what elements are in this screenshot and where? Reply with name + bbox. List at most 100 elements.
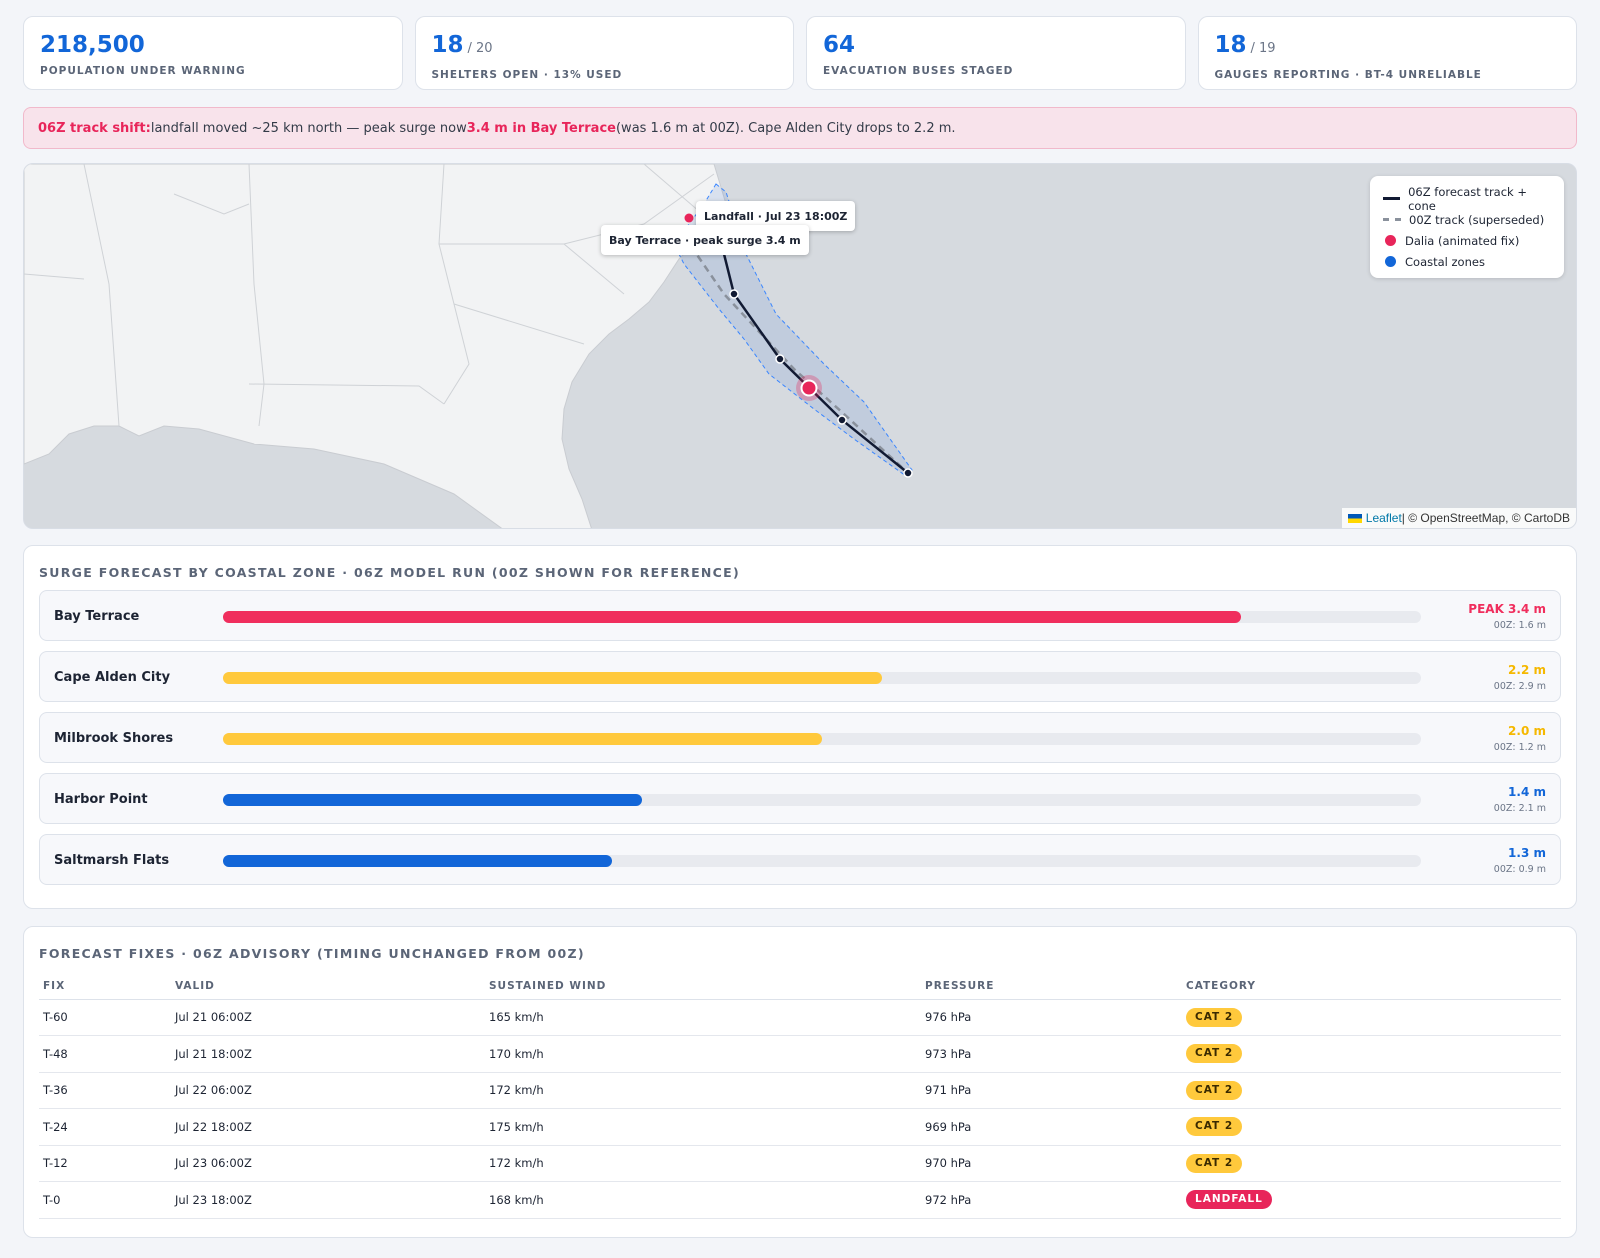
- surge-bar-track: [223, 672, 1421, 684]
- track-fix-points: [729, 289, 913, 478]
- zone-name: Cape Alden City: [54, 670, 171, 685]
- land-mass: [24, 164, 727, 528]
- ukraine-flag-icon: [1347, 513, 1362, 523]
- fixes-table: FIX VALID SUSTAINED WIND PRESSURE CATEGO…: [39, 973, 1561, 1219]
- zone-name: Harbor Point: [54, 792, 148, 807]
- fix-cell: T-60: [39, 999, 171, 1036]
- legend-zones: Coastal zones: [1383, 251, 1551, 272]
- kpi-value: 18/ 19: [1214, 32, 1276, 58]
- fix-cell: T-36: [39, 1072, 171, 1109]
- alert-lead: 06Z track shift:: [38, 120, 151, 136]
- kpi-buses: 64 EVACUATION BUSES STAGED: [806, 16, 1186, 90]
- wind-cell: 170 km/h: [485, 1035, 921, 1073]
- category-badge: LANDFALL: [1186, 1190, 1272, 1210]
- fixes-panel: FORECAST FIXES · 06Z ADVISORY (TIMING UN…: [23, 926, 1577, 1238]
- pressure-cell: 976 hPa: [921, 999, 1182, 1036]
- zone-row: Harbor Point 1.4 m 00Z: 2.1 m: [39, 773, 1561, 824]
- kpi-value: 218,500: [40, 32, 145, 58]
- surge-bar: [223, 611, 1242, 623]
- surge-value: 1.3 m: [1508, 846, 1546, 860]
- category-badge: CAT 2: [1186, 1117, 1243, 1137]
- alert-text: landfall moved ~25 km north — peak surge…: [150, 120, 467, 136]
- kpi-label: GAUGES REPORTING · BT-4 UNRELIABLE: [1214, 69, 1482, 81]
- track-shift-alert: 06Z track shift: landfall moved ~25 km n…: [23, 107, 1577, 149]
- valid-cell: Jul 22 06:00Z: [171, 1072, 485, 1109]
- old-track-00z: [682, 235, 909, 474]
- surge-prev-value: 00Z: 1.2 m: [1493, 742, 1546, 753]
- surge-bar: [223, 855, 613, 867]
- pressure-cell: 969 hPa: [921, 1108, 1182, 1146]
- kpi-shelters: 18/ 20 SHELTERS OPEN · 13% USED: [414, 16, 794, 90]
- wind-cell: 172 km/h: [485, 1145, 921, 1182]
- category-cell: CAT 2: [1182, 1035, 1561, 1073]
- surge-bar: [223, 794, 643, 806]
- legend-swatch: [1383, 197, 1401, 200]
- alert-highlight: 3.4 m in Bay Terrace: [466, 120, 616, 136]
- table-row: T-48 Jul 21 18:00Z 170 km/h 973 hPa CAT 2: [39, 1035, 1561, 1073]
- zone-list: Bay Terrace PEAK 3.4 m 00Z: 1.6 m Cape Alde…: [39, 590, 1561, 885]
- surge-prev-value: 00Z: 2.1 m: [1493, 803, 1546, 814]
- zone-row: Cape Alden City 2.2 m 00Z: 2.9 m: [39, 651, 1561, 702]
- surge-value: 2.0 m: [1508, 724, 1546, 738]
- surge-bar-track: [223, 733, 1421, 745]
- storm-marker[interactable]: [800, 379, 818, 397]
- landfall-tooltip: Landfall · Jul 23 18:00Z: [696, 201, 856, 231]
- attribution-text: | © OpenStreetMap, © CartoDB: [1401, 511, 1570, 525]
- storm-map[interactable]: Landfall · Jul 23 18:00Z Bay Terrace · p…: [23, 163, 1577, 529]
- surge-prev-value: 00Z: 1.6 m: [1493, 620, 1546, 631]
- kpi-label: POPULATION UNDER WARNING: [40, 65, 246, 77]
- kpi-label: SHELTERS OPEN · 13% USED: [431, 69, 623, 81]
- kpi-value: 64: [823, 32, 856, 58]
- table-row: T-12 Jul 23 06:00Z 172 km/h 970 hPa CAT 2: [39, 1145, 1561, 1182]
- fix-cell: T-0: [39, 1181, 171, 1219]
- kpi-row: 218,500 POPULATION UNDER WARNING 18/ 20 …: [23, 16, 1577, 90]
- category-cell: CAT 2: [1182, 999, 1561, 1036]
- alert-text-2: (was 1.6 m at 00Z). Cape Alden City drop…: [615, 120, 956, 136]
- leaflet-link[interactable]: Leaflet: [1365, 511, 1402, 525]
- legend-storm: Dalia (animated fix): [1383, 230, 1551, 251]
- fix-cell: T-48: [39, 1035, 171, 1073]
- table-row: T-24 Jul 22 18:00Z 175 km/h 969 hPa CAT 2: [39, 1108, 1561, 1146]
- surge-bar: [223, 672, 882, 684]
- fixes-title: FORECAST FIXES · 06Z ADVISORY (TIMING UN…: [39, 946, 585, 961]
- zone-tooltip: Bay Terrace · peak surge 3.4 m: [601, 225, 809, 255]
- map-legend: 06Z forecast track + cone 00Z track (sup…: [1370, 176, 1564, 278]
- landfall-marker[interactable]: [684, 213, 694, 223]
- map-canvas[interactable]: [24, 164, 1577, 529]
- category-cell: CAT 2: [1182, 1108, 1561, 1146]
- kpi-label: EVACUATION BUSES STAGED: [823, 65, 1014, 77]
- forecast-cone: [673, 183, 913, 477]
- surge-panel: SURGE FORECAST BY COASTAL ZONE · 06Z MOD…: [23, 545, 1577, 909]
- pressure-cell: 970 hPa: [921, 1145, 1182, 1182]
- wind-cell: 175 km/h: [485, 1108, 921, 1146]
- kpi-population: 218,500 POPULATION UNDER WARNING: [23, 16, 403, 90]
- col-pressure: PRESSURE: [921, 973, 1182, 1000]
- category-badge: CAT 2: [1186, 1007, 1243, 1027]
- valid-cell: Jul 23 18:00Z: [171, 1181, 485, 1219]
- table-header-row: FIX VALID SUSTAINED WIND PRESSURE CATEGO…: [39, 973, 1561, 1000]
- valid-cell: Jul 23 06:00Z: [171, 1145, 485, 1182]
- category-cell: LANDFALL: [1182, 1181, 1561, 1219]
- wind-cell: 172 km/h: [485, 1072, 921, 1109]
- valid-cell: Jul 22 18:00Z: [171, 1108, 485, 1146]
- pressure-cell: 973 hPa: [921, 1035, 1182, 1073]
- wind-cell: 165 km/h: [485, 999, 921, 1036]
- kpi-denominator: / 19: [1250, 41, 1276, 56]
- surge-bar: [223, 733, 822, 745]
- legend-old-track: 00Z track (superseded): [1383, 209, 1551, 230]
- surge-prev-value: 00Z: 2.9 m: [1493, 681, 1546, 692]
- category-badge: CAT 2: [1186, 1080, 1243, 1100]
- wind-cell: 168 km/h: [485, 1181, 921, 1219]
- kpi-value: 18/ 20: [431, 32, 493, 58]
- valid-cell: Jul 21 06:00Z: [171, 999, 485, 1036]
- category-badge: CAT 2: [1186, 1153, 1243, 1173]
- table-row: T-0 Jul 23 18:00Z 168 km/h 972 hPa LANDFALL: [39, 1181, 1561, 1219]
- legend-swatch: [1385, 256, 1396, 267]
- kpi-gauges: 18/ 19 GAUGES REPORTING · BT-4 UNRELIABL…: [1197, 16, 1577, 90]
- surge-value: 1.4 m: [1508, 785, 1546, 799]
- category-cell: CAT 2: [1182, 1072, 1561, 1109]
- category-badge: CAT 2: [1186, 1044, 1243, 1064]
- pressure-cell: 971 hPa: [921, 1072, 1182, 1109]
- kpi-denominator: / 20: [467, 41, 493, 56]
- surge-prev-value: 00Z: 0.9 m: [1493, 864, 1546, 875]
